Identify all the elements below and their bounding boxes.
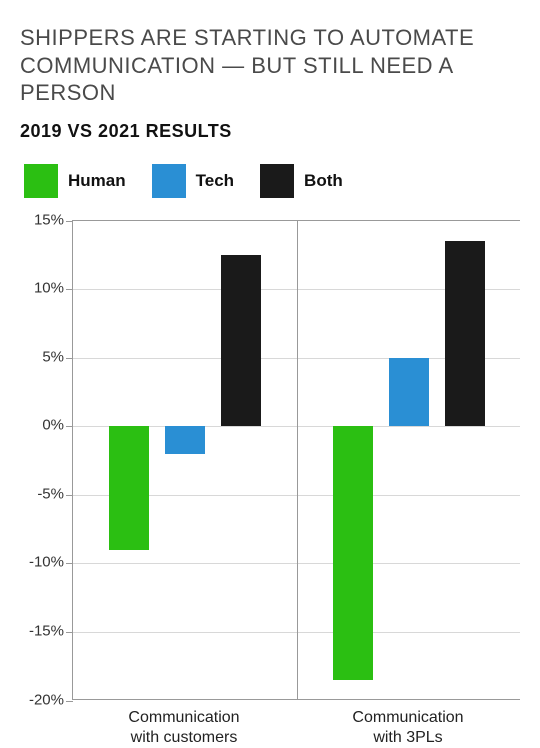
legend-label-both: Both xyxy=(304,171,343,191)
bar-both xyxy=(221,255,261,426)
y-tick-label: -5% xyxy=(37,485,64,502)
y-tick-mark xyxy=(66,495,73,496)
y-tick-mark xyxy=(66,289,73,290)
y-tick-mark xyxy=(66,358,73,359)
legend-swatch-tech xyxy=(152,164,186,198)
y-tick-mark xyxy=(66,563,73,564)
x-label-customers: Communicationwith customers xyxy=(72,700,296,748)
bar-tech xyxy=(389,358,429,427)
legend-item-human: Human xyxy=(24,164,126,198)
title-line-2: COMMUNICATION — BUT STILL NEED A PERSON xyxy=(20,53,452,106)
y-tick-label: 10% xyxy=(34,280,64,297)
bar-both xyxy=(445,241,485,426)
chart-legend: Human Tech Both xyxy=(20,164,520,198)
y-tick-label: -20% xyxy=(29,691,64,708)
legend-swatch-human xyxy=(24,164,58,198)
y-tick-mark xyxy=(66,426,73,427)
chart-area: -20%-15%-10%-5%0%5%10%15% Communicationw… xyxy=(20,220,520,700)
legend-item-tech: Tech xyxy=(152,164,234,198)
bar-human xyxy=(109,426,149,549)
y-tick-label: 0% xyxy=(42,417,64,434)
x-label-3pls: Communicationwith 3PLs xyxy=(296,700,520,748)
legend-item-both: Both xyxy=(260,164,343,198)
legend-label-human: Human xyxy=(68,171,126,191)
y-tick-label: 15% xyxy=(34,211,64,228)
y-tick-label: -10% xyxy=(29,554,64,571)
legend-label-tech: Tech xyxy=(196,171,234,191)
chart-main-title: SHIPPERS ARE STARTING TO AUTOMATE COMMUN… xyxy=(20,24,520,107)
legend-swatch-both xyxy=(260,164,294,198)
plot-area xyxy=(72,220,520,700)
y-tick-label: -15% xyxy=(29,622,64,639)
chart-subtitle: 2019 VS 2021 RESULTS xyxy=(20,121,520,142)
y-tick-label: 5% xyxy=(42,348,64,365)
group-separator xyxy=(297,221,298,699)
y-tick-mark xyxy=(66,221,73,222)
y-tick-mark xyxy=(66,632,73,633)
x-axis-labels: Communicationwith customers Communicatio… xyxy=(72,700,520,748)
bar-tech xyxy=(165,426,205,453)
y-axis: -20%-15%-10%-5%0%5%10%15% xyxy=(20,220,70,700)
bar-human xyxy=(333,426,373,680)
title-line-1: SHIPPERS ARE STARTING TO AUTOMATE xyxy=(20,25,474,50)
